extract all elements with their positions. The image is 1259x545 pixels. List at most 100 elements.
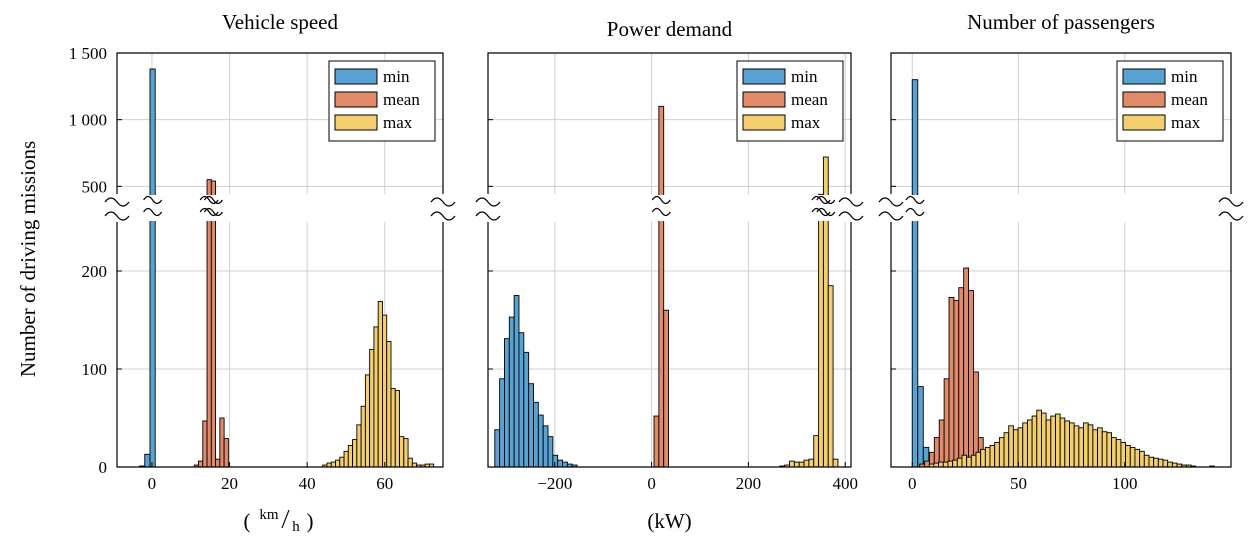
legend-swatch-mean xyxy=(742,91,786,108)
legend-swatch-max xyxy=(742,114,786,131)
axis-break-mark xyxy=(651,207,671,217)
bar-max xyxy=(403,438,409,468)
y-axis-label: Number of driving missions xyxy=(16,141,40,377)
axis-break-mark xyxy=(1218,211,1244,221)
bar-max xyxy=(382,314,388,468)
bar-min xyxy=(144,453,151,468)
bar-max xyxy=(966,456,972,468)
x-tick-label: 100 xyxy=(1112,474,1138,493)
bar-min xyxy=(528,383,534,468)
axes-frame-upper xyxy=(487,52,852,194)
legend: min mean max xyxy=(736,60,844,142)
legend-swatch-max xyxy=(1122,114,1166,131)
legend-label-min: min xyxy=(1171,67,1198,86)
bar-max xyxy=(998,437,1005,468)
bar-max xyxy=(373,326,379,468)
bar-max xyxy=(818,193,824,468)
bar-max xyxy=(961,454,968,468)
x-tick-label: −200 xyxy=(537,474,572,493)
bar-max xyxy=(947,460,954,468)
bar-max xyxy=(1167,461,1173,468)
y-tick-label: 1 500 xyxy=(69,44,107,63)
bar-max xyxy=(1026,419,1033,468)
x-axis-label-paren: ( xyxy=(244,509,251,533)
bar-max xyxy=(1129,446,1136,468)
bar-min xyxy=(518,332,525,468)
bar-max xyxy=(1097,427,1103,468)
chart-panel-2: Power demand −200 0 200 400 min mean max (kW) xyxy=(463,17,876,533)
bar-max xyxy=(984,446,991,468)
bar-mean xyxy=(223,438,229,468)
bar-max xyxy=(1069,422,1075,468)
bar-mean xyxy=(943,378,950,468)
x-axis-label: (kmh) xyxy=(244,507,314,535)
bar-max xyxy=(407,457,413,468)
bar-max xyxy=(789,460,795,468)
legend-label-min: min xyxy=(791,67,818,86)
axis-break-band xyxy=(463,195,876,221)
chart-title: Power demand xyxy=(607,17,733,41)
axis-break-mark xyxy=(811,195,831,205)
bar-max xyxy=(938,461,944,468)
bar-max xyxy=(994,442,1000,468)
bar-max xyxy=(1059,417,1066,468)
bar-mean xyxy=(938,419,945,468)
x-tick-label: 50 xyxy=(1010,474,1027,493)
bar-max xyxy=(339,456,345,468)
axis-break-mark xyxy=(816,195,836,205)
bar-max xyxy=(335,459,341,468)
axes-frame-lower xyxy=(487,222,852,468)
bar-max xyxy=(827,285,834,468)
x-axis-label: (kW) xyxy=(647,509,691,533)
bar-max xyxy=(970,454,977,468)
bar-min xyxy=(537,414,544,468)
bar-max xyxy=(1022,422,1028,468)
x-tick-label: 0 xyxy=(647,474,656,493)
x-axis-label-denominator: h xyxy=(292,519,300,535)
bar-max xyxy=(1148,456,1155,468)
bar-max xyxy=(352,439,358,468)
bar-min xyxy=(562,461,568,468)
bar-mean xyxy=(202,420,208,468)
y-tick-label: 0 xyxy=(99,458,108,477)
chart-title: Number of passengers xyxy=(967,10,1155,34)
bar-max xyxy=(1111,437,1117,468)
bar-mean xyxy=(948,297,955,468)
bar-max xyxy=(1050,415,1056,468)
legend-swatch-min xyxy=(1122,68,1166,85)
bar-min xyxy=(547,436,554,468)
bar-max xyxy=(394,390,400,468)
bar-max xyxy=(360,405,366,468)
x-tick-label: 400 xyxy=(832,474,858,493)
legend-label-max: max xyxy=(1171,113,1201,132)
axis-break-mark xyxy=(905,207,925,217)
bar-max xyxy=(1073,425,1080,468)
bar-max xyxy=(1055,413,1061,468)
bar-min xyxy=(533,401,539,468)
bar-max xyxy=(832,458,839,468)
axis-break-mark xyxy=(878,211,904,221)
legend-label-max: max xyxy=(791,113,821,132)
bar-mean xyxy=(206,179,212,468)
bar-max xyxy=(798,461,805,468)
bar-max xyxy=(1036,409,1042,468)
x-tick-label: 0 xyxy=(148,474,157,493)
bar-max xyxy=(377,300,383,468)
bar-max xyxy=(330,461,336,468)
bar-max xyxy=(808,458,815,468)
legend-label-min: min xyxy=(383,67,410,86)
bar-mean xyxy=(663,309,669,468)
bar-max xyxy=(1078,427,1084,468)
bar-max xyxy=(399,436,405,468)
axis-break-mark xyxy=(816,207,836,217)
legend-swatch-min xyxy=(334,68,378,85)
series-mean xyxy=(193,179,229,468)
x-tick-label: 20 xyxy=(221,474,238,493)
bar-mean xyxy=(924,460,930,468)
axis-break-mark xyxy=(838,197,864,207)
bar-max xyxy=(356,424,362,468)
bar-max xyxy=(1003,432,1010,468)
legend: min mean max xyxy=(328,60,436,142)
bar-max xyxy=(1012,429,1019,468)
bar-max xyxy=(989,444,996,468)
